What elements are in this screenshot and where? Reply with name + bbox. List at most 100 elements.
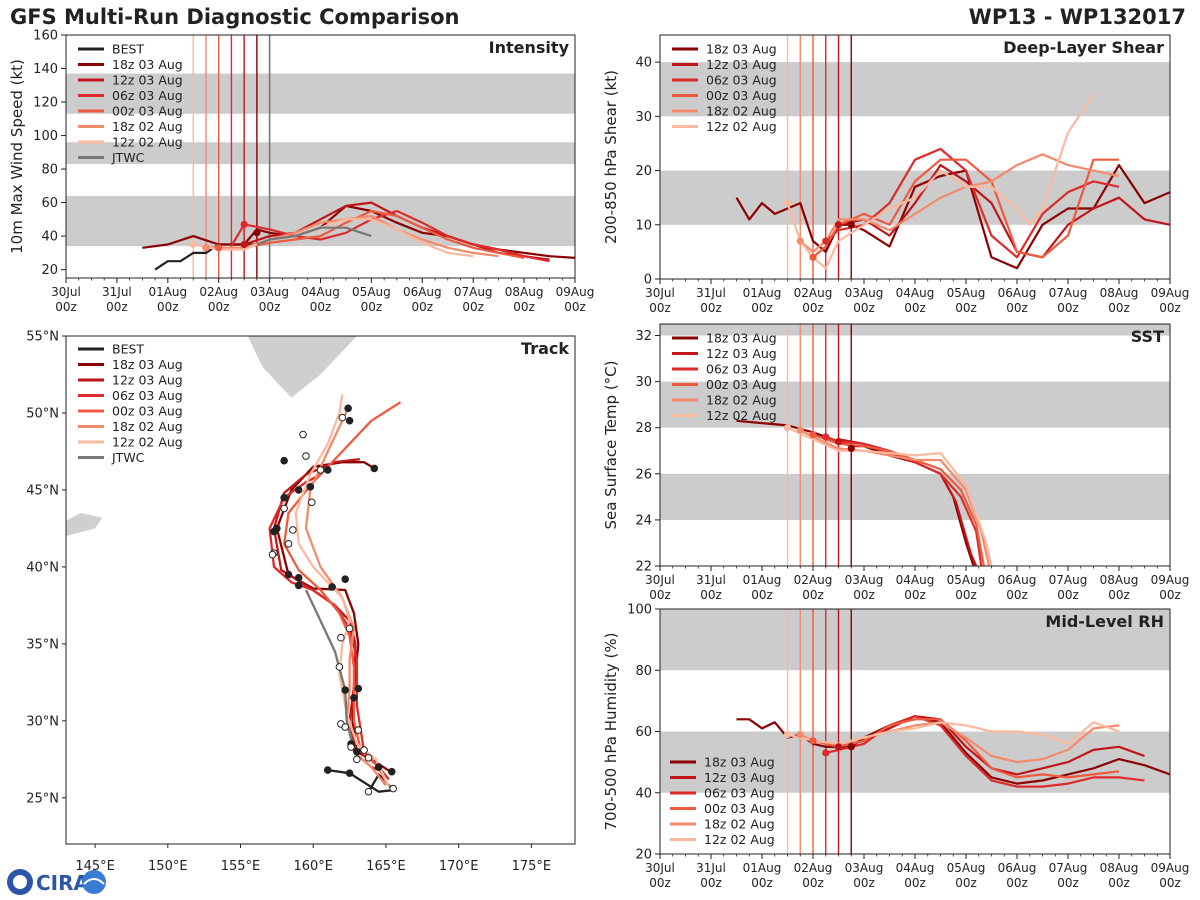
x-tick-label-intensity: 02Aug [199, 285, 238, 299]
x-tick-label-rh: 02Aug [794, 861, 833, 875]
x-tick-label-sst: 08Aug [1100, 573, 1139, 587]
legend-label-12z-03-aug: 12z 03 Aug [706, 346, 777, 361]
x-tick-label-sst: 03Aug [845, 573, 884, 587]
storm-id: WP13 - WP132017 [968, 5, 1186, 29]
y-tick-label-intensity: 100 [33, 129, 58, 144]
legend-label-12z-02-aug: 12z 02 Aug [112, 435, 183, 450]
track-point-jtwc [347, 743, 355, 751]
track-point-18z-03-aug [341, 575, 350, 584]
noaa-logo-wave [83, 878, 105, 885]
rh-title: Mid-Level RH [1045, 612, 1164, 631]
track-point-00z-03-aug [345, 624, 354, 633]
series-line-06z-03-aug [230, 209, 550, 263]
lon-tick-label: 150°E [148, 859, 188, 874]
legend-label-18z-03-aug: 18z 03 Aug [112, 57, 183, 72]
track-line-00z-03-aug [282, 401, 402, 783]
x-tick-label-shear: 08Aug [1100, 286, 1139, 300]
legend-label-18z-03-aug: 18z 03 Aug [706, 42, 777, 57]
track-point-00z-03-aug [360, 746, 368, 754]
x-tick-label-intensity: 00z [462, 300, 484, 314]
init-marker-12z-02-aug [783, 199, 792, 207]
y-tick-label-rh: 60 [635, 725, 652, 740]
x-tick-label-sst: 00z [955, 588, 977, 602]
track-point-18z-02-aug [353, 755, 361, 764]
x-tick-label-sst: 00z [1057, 588, 1079, 602]
y-tick-label-shear: 30 [635, 110, 652, 125]
init-marker-18z-02-aug [796, 237, 804, 245]
series-line-jtwc [256, 226, 372, 246]
threshold-band [660, 473, 1170, 520]
legend-label-06z-03-aug: 06z 03 Aug [704, 786, 775, 801]
x-tick-label-intensity: 00z [208, 300, 230, 314]
x-tick-label-sst: 00z [853, 588, 875, 602]
x-tick-label-shear: 02Aug [794, 286, 833, 300]
y-tick-label-intensity: 120 [33, 96, 58, 111]
series-line-12z-02-aug [787, 426, 993, 566]
x-tick-label-shear: 04Aug [896, 286, 935, 300]
y-tick-label-sst: 22 [635, 560, 652, 575]
y-tick-label-sst: 26 [635, 467, 652, 482]
legend-label-jtwc: JTWC [111, 150, 145, 165]
x-tick-label-rh: 09Aug [1151, 861, 1190, 875]
init-marker-18z-03-aug [847, 743, 855, 751]
track-line-12z-02-aug [294, 394, 390, 788]
x-tick-label-sst: 00z [649, 588, 671, 602]
kamchatka-land [247, 336, 357, 398]
track-point-12z-03-aug [374, 763, 383, 771]
y-tick-label-rh: 40 [635, 786, 652, 801]
x-tick-label-shear: 07Aug [1049, 286, 1088, 300]
x-tick-label-rh: 03Aug [845, 861, 884, 875]
threshold-band [660, 731, 1170, 793]
y-tick-label-shear: 40 [635, 56, 652, 71]
legend-label-18z-02-aug: 18z 02 Aug [706, 104, 777, 119]
series-line-06z-03-aug [825, 715, 1145, 788]
track-line-06z-03-aug [268, 473, 390, 781]
y-tick-label-intensity: 140 [33, 62, 58, 77]
intensity-y-axis-label: 10m Max Wind Speed (kt) [8, 59, 26, 254]
lat-tick-label: 55°N [26, 330, 59, 345]
x-tick-label-intensity: 09Aug [556, 285, 595, 299]
track-point-best [364, 787, 373, 796]
x-tick-label-shear: 30Jul [645, 286, 675, 300]
init-marker-18z-03-aug [847, 221, 855, 229]
lat-tick-label: 40°N [26, 560, 59, 575]
x-tick-label-shear: 00z [1108, 301, 1130, 315]
y-tick-label-intensity: 160 [33, 29, 58, 44]
init-marker-12z-03-aug [834, 743, 843, 751]
x-tick-label-rh: 00z [853, 876, 875, 890]
track-point-18z-02-aug [307, 498, 316, 507]
track-point-18z-03-aug [284, 570, 293, 579]
series-line-12z-02-aug [193, 218, 474, 258]
threshold-band [660, 324, 1170, 336]
x-tick-label-rh: 30Jul [645, 861, 675, 875]
x-tick-label-intensity: 00z [157, 300, 179, 314]
x-tick-label-rh: 00z [904, 876, 926, 890]
track-title: Track [521, 339, 569, 358]
track-frame [65, 335, 576, 845]
y-tick-label-shear: 0 [644, 273, 652, 288]
x-tick-label-rh: 05Aug [947, 861, 986, 875]
sst-panel: 22242628303230Jul00z31Jul00z01Aug00z02Au… [602, 323, 1189, 602]
y-tick-label-shear: 20 [635, 164, 652, 179]
legend-label-12z-02-aug: 12z 02 Aug [706, 408, 777, 423]
track-point-12z-03-aug [323, 466, 332, 474]
track-point-18z-02-aug [338, 413, 347, 422]
track-point-12z-03-aug [328, 583, 336, 591]
track-point-best [345, 769, 354, 777]
rh-y-axis-label: 700-500 hPa Humidity (%) [602, 632, 620, 830]
x-tick-label-intensity: 08Aug [505, 285, 544, 299]
init-marker-18z-03-aug [253, 229, 261, 237]
init-marker-00z-03-aug [809, 253, 817, 261]
page-title: GFS Multi-Run Diagnostic Comparison [10, 5, 460, 29]
legend-label-00z-03-aug: 00z 03 Aug [706, 377, 777, 392]
x-tick-label-sst: 06Aug [998, 573, 1037, 587]
threshold-band [66, 195, 575, 247]
x-tick-label-rh: 00z [751, 876, 773, 890]
cira-logo: CIRA [7, 869, 106, 895]
legend-label-06z-03-aug: 06z 03 Aug [112, 388, 183, 403]
x-tick-label-intensity: 03Aug [250, 285, 289, 299]
x-tick-label-rh: 00z [649, 876, 671, 890]
shear-title: Deep-Layer Shear [1003, 38, 1164, 57]
series-line-12z-02-aug [787, 721, 1120, 745]
x-tick-label-intensity: 00z [513, 300, 535, 314]
